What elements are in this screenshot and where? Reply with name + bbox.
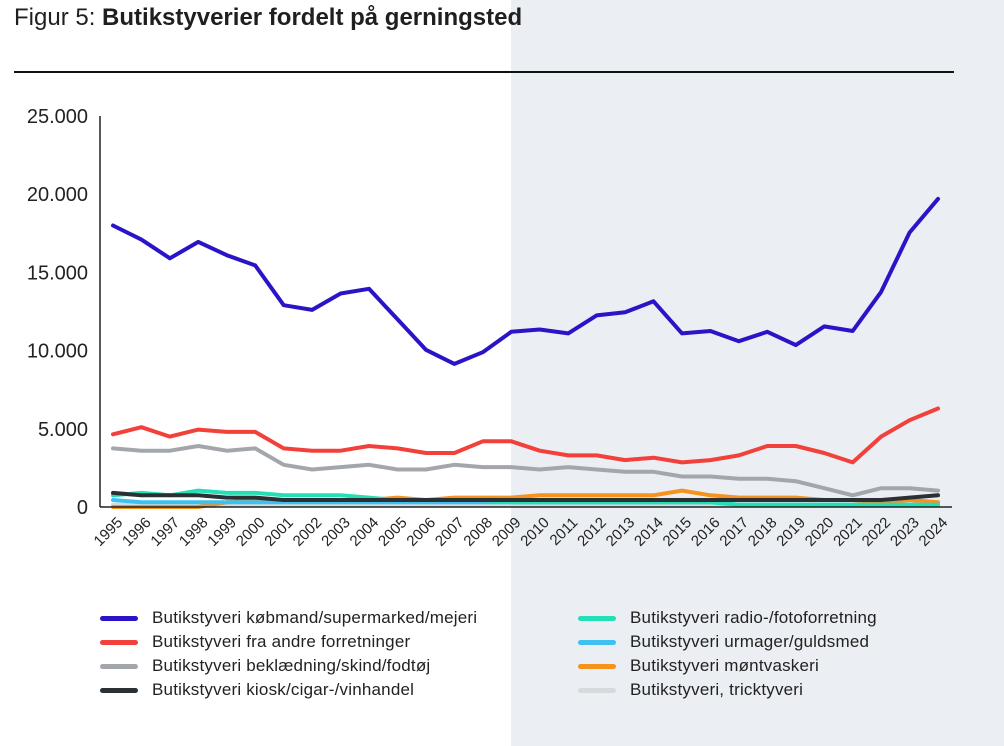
legend-swatch bbox=[578, 663, 616, 669]
x-tick-label: 2020 bbox=[802, 514, 838, 550]
legend-swatch bbox=[100, 639, 138, 645]
legend-item: Butikstyveri radio-/fotoforretning bbox=[578, 606, 877, 630]
series-line-3 bbox=[111, 490, 940, 502]
x-tick-label: 2008 bbox=[460, 514, 496, 550]
x-tick-label: 2016 bbox=[688, 514, 724, 550]
x-tick-label: 1998 bbox=[176, 514, 212, 550]
legend-item: Butikstyveri møntvaskeri bbox=[578, 654, 819, 678]
y-tick-label: 0 bbox=[77, 497, 88, 519]
figure-title: Figur 5: Butikstyverier fordelt på gerni… bbox=[14, 4, 522, 32]
legend-swatch bbox=[100, 663, 138, 669]
x-tick-label: 2023 bbox=[887, 514, 923, 550]
legend-swatch bbox=[578, 615, 616, 621]
x-tick-label: 2021 bbox=[830, 514, 866, 550]
legend-label: Butikstyveri, tricktyveri bbox=[630, 680, 804, 699]
legend-swatch bbox=[578, 639, 616, 645]
x-tick-label: 2018 bbox=[745, 514, 781, 550]
figure-number: Figur 5: bbox=[14, 4, 96, 31]
x-tick-label: 2011 bbox=[547, 514, 582, 549]
x-tick-label: 2007 bbox=[432, 514, 468, 550]
x-tick-label: 2005 bbox=[375, 514, 411, 550]
x-tick-label: 2022 bbox=[859, 514, 895, 550]
y-tick-label: 20.000 bbox=[27, 184, 88, 206]
legend-label: Butikstyveri urmager/guldsmed bbox=[630, 632, 870, 651]
y-axis-labels: 0 5.000 10.000 15.000 20.000 25.000 bbox=[27, 106, 88, 519]
legend-label: Butikstyveri radio-/fotoforretning bbox=[630, 608, 877, 627]
y-tick-label: 5.000 bbox=[38, 419, 88, 441]
shaded-region bbox=[511, 0, 1004, 746]
legend-item: Butikstyveri beklædning/skind/fodtøj bbox=[100, 654, 430, 678]
series-line-0 bbox=[111, 196, 940, 366]
x-tick-label: 2024 bbox=[916, 514, 952, 550]
legend-label: Butikstyveri beklædning/skind/fodtøj bbox=[152, 656, 431, 675]
x-tick-label: 2015 bbox=[660, 514, 696, 550]
x-tick-label: 1995 bbox=[91, 514, 127, 550]
x-tick-label: 2012 bbox=[574, 514, 610, 550]
legend-label: Butikstyveri kiosk/cigar-/vinhandel bbox=[152, 680, 415, 699]
x-tick-label: 2002 bbox=[290, 514, 326, 550]
series-line-2 bbox=[111, 444, 940, 498]
legend-label: Butikstyveri fra andre forretninger bbox=[152, 632, 411, 651]
legend-label: Butikstyveri møntvaskeri bbox=[630, 656, 820, 675]
x-tick-label: 2000 bbox=[233, 514, 269, 550]
x-tick-label: 2009 bbox=[489, 514, 525, 550]
legend-item: Butikstyveri urmager/guldsmed bbox=[578, 630, 869, 654]
legend-swatch bbox=[100, 687, 138, 693]
series-line-4 bbox=[111, 488, 940, 507]
x-tick-label: 2001 bbox=[261, 514, 297, 550]
x-tick-label: 2004 bbox=[347, 514, 383, 550]
x-tick-label: 2019 bbox=[773, 514, 809, 550]
legend-label: Butikstyveri købmand/supermarked/mejeri bbox=[152, 608, 478, 627]
legend-item: Butikstyveri købmand/supermarked/mejeri bbox=[100, 606, 477, 630]
legend-item: Butikstyveri, tricktyveri bbox=[578, 678, 803, 702]
y-tick-label: 15.000 bbox=[27, 262, 88, 284]
series-line-1 bbox=[111, 406, 940, 465]
x-tick-label: 1996 bbox=[119, 514, 155, 550]
legend-item: Butikstyveri kiosk/cigar-/vinhandel bbox=[100, 678, 414, 702]
x-tick-label: 2017 bbox=[716, 514, 752, 550]
y-tick-label: 10.000 bbox=[27, 341, 88, 363]
legend-swatch bbox=[100, 615, 138, 621]
x-tick-label: 1999 bbox=[204, 514, 240, 550]
series-lines bbox=[111, 196, 940, 509]
x-tick-label: 2013 bbox=[603, 514, 639, 550]
x-tick-label: 2014 bbox=[631, 514, 667, 550]
x-axis-labels: 1995199619971998199920002001200220032004… bbox=[91, 514, 952, 550]
x-tick-label: 2003 bbox=[318, 514, 354, 550]
legend-swatch bbox=[578, 687, 616, 693]
y-tick-label: 25.000 bbox=[27, 106, 88, 128]
title-rule bbox=[14, 71, 954, 73]
figure-heading: Butikstyverier fordelt på gerningsted bbox=[102, 4, 523, 31]
legend-item: Butikstyveri fra andre forretninger bbox=[100, 630, 410, 654]
x-tick-label: 1997 bbox=[147, 514, 183, 550]
x-tick-label: 2010 bbox=[517, 514, 553, 550]
x-tick-label: 2006 bbox=[403, 514, 439, 550]
